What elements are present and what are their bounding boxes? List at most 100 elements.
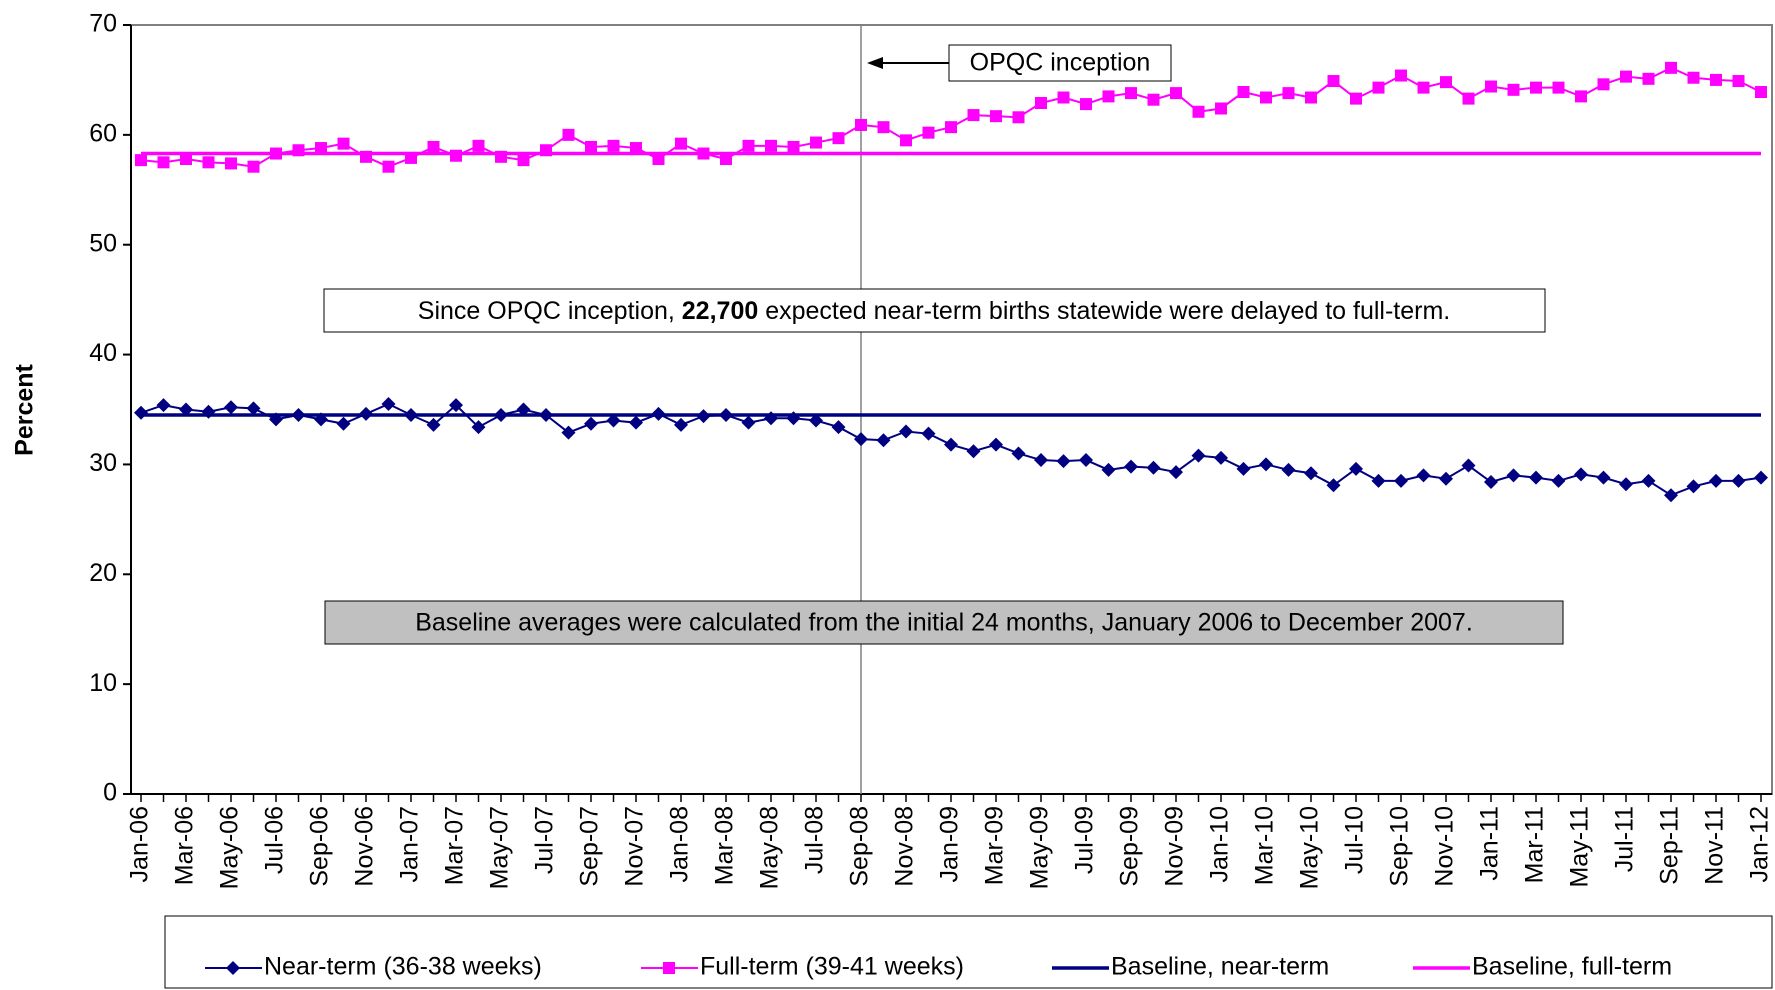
note-part: expected near-term births statewide were… xyxy=(758,297,1450,325)
point xyxy=(1575,90,1587,103)
point xyxy=(426,417,441,432)
y-tick-label: 70 xyxy=(89,10,117,38)
point xyxy=(291,407,306,422)
x-tick-label: Mar-07 xyxy=(441,806,469,885)
point xyxy=(1327,75,1340,88)
point xyxy=(877,121,890,134)
x-tick-label: May-06 xyxy=(216,806,244,889)
point xyxy=(629,415,643,430)
point xyxy=(697,147,710,160)
x-tick-label: Sep-07 xyxy=(576,806,604,887)
point xyxy=(630,142,642,155)
x-tick-label: Mar-08 xyxy=(711,806,739,885)
point xyxy=(674,417,688,432)
point xyxy=(944,437,958,452)
point xyxy=(989,437,1003,452)
point xyxy=(719,407,733,422)
point xyxy=(741,415,756,430)
x-tick-label: Sep-08 xyxy=(846,806,874,887)
note-box xyxy=(323,288,1546,333)
point xyxy=(292,144,305,157)
x-tick-label: Mar-10 xyxy=(1251,806,1279,885)
point xyxy=(450,149,462,162)
x-tick-label: Mar-09 xyxy=(981,806,1009,885)
y-tick-label: 10 xyxy=(89,669,117,697)
point xyxy=(405,151,417,164)
point xyxy=(246,401,261,416)
point xyxy=(966,444,981,459)
y-tick-label: 50 xyxy=(89,229,117,257)
point xyxy=(1237,86,1250,99)
y-tick-label: 20 xyxy=(89,559,117,587)
point xyxy=(382,160,395,173)
point xyxy=(945,121,957,134)
baseline-note: Baseline averages were calculated from t… xyxy=(415,609,1473,637)
x-tick-label: Sep-06 xyxy=(306,806,334,887)
point xyxy=(471,420,486,435)
x-tick-label: Jul-09 xyxy=(1071,806,1099,874)
x-tick-label: Nov-07 xyxy=(621,806,649,887)
point xyxy=(472,139,485,152)
point xyxy=(315,142,327,155)
point xyxy=(1597,78,1610,91)
point xyxy=(990,110,1002,123)
x-tick-label: May-11 xyxy=(1566,806,1594,888)
x-tick-label: Jan-07 xyxy=(396,806,424,882)
x-tick-label: Nov-06 xyxy=(351,806,379,887)
point xyxy=(1710,73,1722,86)
x-tick-label: Sep-10 xyxy=(1386,806,1414,887)
x-tick-label: Jul-08 xyxy=(801,806,829,874)
y-axis-label: Percent xyxy=(11,363,39,455)
point xyxy=(562,128,575,141)
point xyxy=(1169,465,1183,480)
point xyxy=(1260,91,1272,104)
point xyxy=(786,411,801,426)
point xyxy=(1552,81,1565,94)
point xyxy=(1259,457,1273,472)
legend-box xyxy=(164,915,1773,989)
point xyxy=(561,425,576,440)
point xyxy=(764,411,778,426)
point xyxy=(1011,446,1026,461)
point xyxy=(427,140,440,153)
point xyxy=(787,140,800,153)
point xyxy=(900,134,912,147)
point xyxy=(1080,98,1092,111)
point xyxy=(1755,86,1767,99)
point xyxy=(1282,87,1295,100)
point xyxy=(967,109,980,122)
point xyxy=(810,136,822,149)
point xyxy=(1281,462,1296,477)
x-tick-label: Jan-10 xyxy=(1206,806,1234,882)
point xyxy=(134,405,148,420)
legend-label: Baseline, full-term xyxy=(1472,953,1672,981)
point xyxy=(1125,87,1137,100)
x-tick-label: Jan-12 xyxy=(1746,806,1774,882)
point xyxy=(1191,448,1206,463)
point xyxy=(696,409,711,424)
point xyxy=(1506,468,1521,483)
point xyxy=(809,413,823,428)
point xyxy=(1012,111,1025,124)
note: Since OPQC inception, 22,700 expected ne… xyxy=(418,297,1450,325)
point xyxy=(1236,461,1251,476)
y-tick-label: 40 xyxy=(89,339,117,367)
point xyxy=(179,402,193,417)
point xyxy=(1484,475,1498,490)
point xyxy=(675,137,687,150)
point xyxy=(1395,69,1407,82)
point xyxy=(1079,453,1093,468)
point xyxy=(270,147,282,160)
point xyxy=(359,406,373,421)
point xyxy=(1035,96,1047,109)
x-tick-label: Mar-06 xyxy=(171,806,199,885)
x-tick-label: Nov-09 xyxy=(1161,806,1189,887)
point xyxy=(606,413,621,428)
x-tick-label: Jul-06 xyxy=(261,806,289,874)
y-tick-label: 30 xyxy=(89,449,117,477)
point xyxy=(517,154,530,167)
point xyxy=(226,961,240,975)
point xyxy=(1192,105,1205,118)
legend-label: Near-term (36-38 weeks) xyxy=(264,953,542,981)
